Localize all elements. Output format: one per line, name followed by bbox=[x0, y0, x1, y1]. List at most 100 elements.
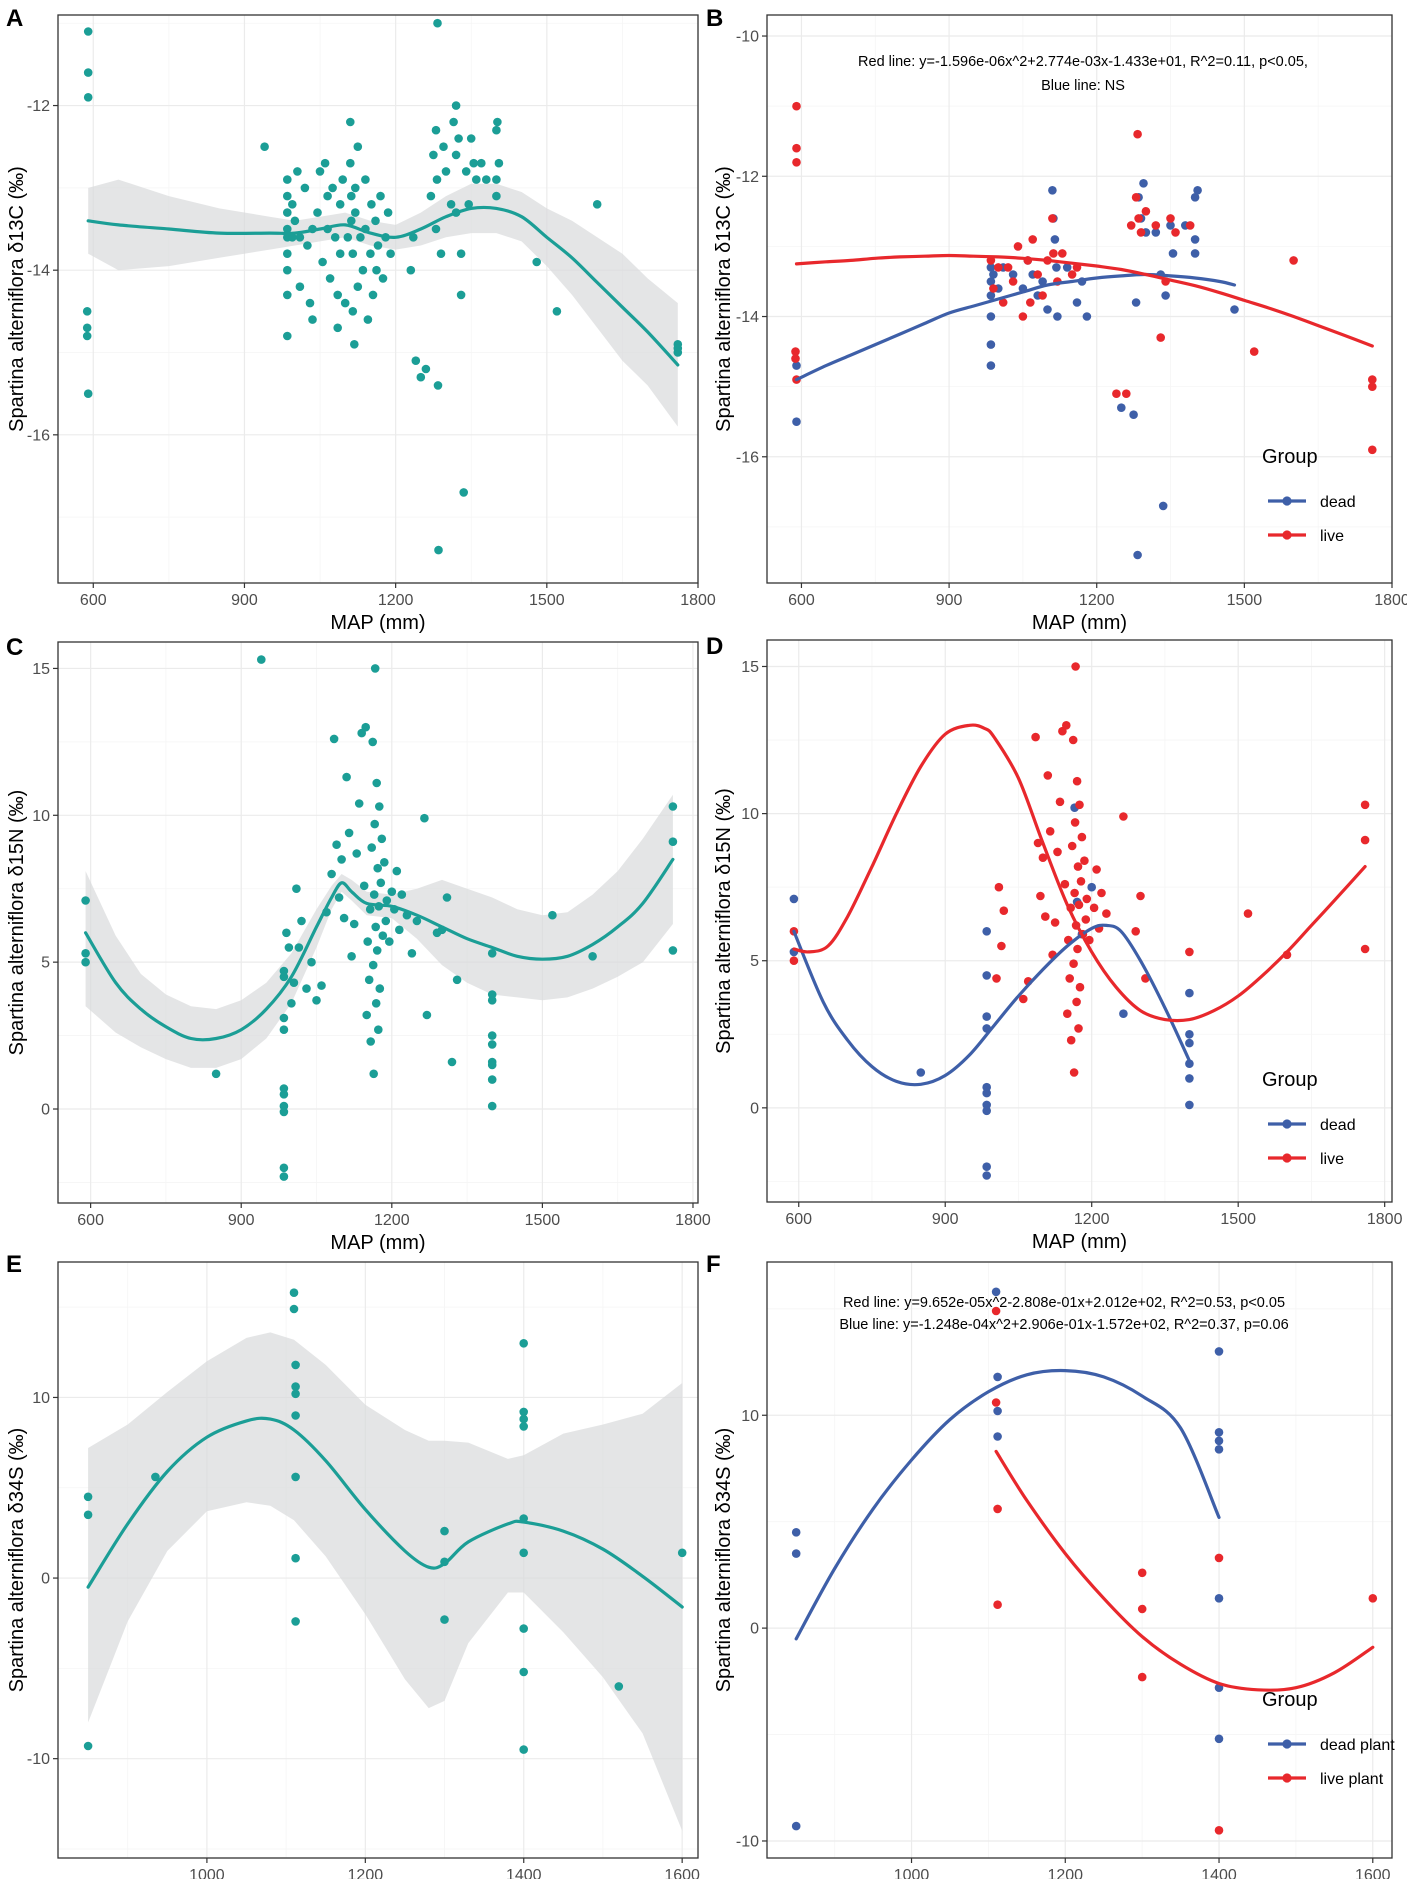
x-tick-label: 1600 bbox=[664, 1867, 700, 1879]
data-point bbox=[1133, 129, 1142, 139]
x-tick-label: 600 bbox=[77, 1212, 104, 1229]
data-point bbox=[519, 1624, 528, 1633]
panel-c: 600 900 1200 1500 1800 0 5 10 15 MAP (mm) Spartina… bbox=[6, 634, 711, 1254]
data-point bbox=[1076, 877, 1086, 886]
data-point bbox=[282, 928, 291, 938]
data-point bbox=[1214, 1428, 1224, 1437]
data-point bbox=[323, 191, 332, 201]
data-point bbox=[1038, 853, 1048, 862]
series-live-plant bbox=[991, 1306, 1378, 1835]
data-point bbox=[409, 233, 418, 242]
data-point bbox=[343, 233, 353, 242]
data-point bbox=[356, 233, 365, 242]
x-tick-label: 1500 bbox=[529, 592, 565, 609]
data-point bbox=[519, 1548, 528, 1558]
data-point bbox=[487, 1060, 497, 1070]
data-point bbox=[376, 191, 385, 201]
data-point bbox=[991, 1398, 1001, 1407]
x-tick-label: 1800 bbox=[680, 592, 716, 609]
data-point bbox=[1193, 186, 1202, 195]
data-point bbox=[1214, 1347, 1224, 1356]
data-point bbox=[1129, 410, 1138, 420]
data-point bbox=[436, 249, 446, 258]
data-point bbox=[792, 417, 801, 427]
data-point bbox=[291, 1382, 300, 1391]
data-point bbox=[279, 1013, 289, 1023]
data-point bbox=[1368, 382, 1377, 392]
data-point bbox=[361, 175, 370, 184]
data-point bbox=[792, 361, 801, 370]
data-point bbox=[363, 937, 373, 946]
data-point bbox=[1185, 221, 1195, 230]
x-tick-label: 1800 bbox=[1367, 1211, 1403, 1228]
data-point bbox=[1190, 249, 1200, 258]
x-tick-label: 1200 bbox=[1074, 1211, 1110, 1228]
data-point bbox=[456, 249, 466, 258]
data-point bbox=[376, 878, 386, 888]
data-point bbox=[986, 312, 996, 321]
data-point bbox=[588, 952, 597, 961]
data-point bbox=[548, 910, 557, 920]
data-point bbox=[999, 906, 1009, 915]
data-point bbox=[373, 241, 383, 250]
data-point bbox=[668, 837, 678, 846]
data-point bbox=[81, 949, 90, 958]
data-point bbox=[339, 913, 349, 923]
data-point bbox=[449, 117, 458, 127]
data-point bbox=[307, 957, 316, 967]
data-point bbox=[1019, 994, 1028, 1004]
data-point bbox=[982, 1162, 991, 1171]
data-point bbox=[1062, 263, 1072, 272]
data-point bbox=[342, 772, 351, 782]
legend-marker bbox=[1282, 1739, 1292, 1749]
data-point bbox=[1075, 800, 1084, 810]
plot-frame bbox=[766, 1261, 1393, 1859]
legend: Group dead live bbox=[1262, 446, 1356, 545]
data-point bbox=[1031, 732, 1040, 742]
data-point bbox=[434, 545, 443, 555]
data-point bbox=[289, 1304, 299, 1314]
y-tick-label: 10 bbox=[32, 1390, 50, 1407]
data-point bbox=[1072, 997, 1081, 1007]
legend-marker bbox=[1282, 1119, 1292, 1129]
data-point bbox=[352, 849, 362, 858]
data-point bbox=[668, 946, 678, 955]
data-point bbox=[1008, 270, 1018, 279]
series-dead bbox=[789, 803, 1194, 1180]
data-point bbox=[375, 984, 385, 993]
y-tick-label: 5 bbox=[750, 953, 759, 970]
data-point bbox=[83, 1510, 93, 1520]
legend-label: dead plant bbox=[1320, 1737, 1395, 1754]
data-point bbox=[982, 1106, 991, 1116]
legend: Group dead plant live plant bbox=[1262, 1689, 1395, 1788]
data-point bbox=[353, 142, 363, 151]
x-tick-label: 1500 bbox=[525, 1212, 561, 1229]
legend-label: live bbox=[1320, 528, 1344, 545]
data-point bbox=[283, 265, 292, 275]
panel-letter: B bbox=[706, 5, 723, 32]
plot-frame bbox=[57, 641, 699, 1204]
fit-line-dead-fit bbox=[794, 1368, 1221, 1641]
plot-frame bbox=[57, 1261, 699, 1859]
y-tick-label: 0 bbox=[41, 1102, 50, 1119]
data-point bbox=[986, 340, 996, 349]
data-point bbox=[1136, 228, 1146, 237]
data-point bbox=[1045, 827, 1055, 836]
data-point bbox=[283, 191, 292, 201]
data-point bbox=[1081, 915, 1091, 924]
data-point bbox=[1067, 841, 1077, 851]
data-point bbox=[346, 117, 355, 127]
data-point bbox=[294, 943, 304, 952]
data-point bbox=[386, 249, 395, 258]
data-point bbox=[487, 1101, 497, 1111]
data-point bbox=[406, 265, 416, 275]
data-point bbox=[1249, 347, 1259, 356]
data-point bbox=[347, 191, 356, 201]
y-tick-label: -12 bbox=[736, 169, 759, 186]
gridlines bbox=[767, 15, 1393, 583]
data-point bbox=[454, 134, 463, 143]
data-point bbox=[1075, 982, 1085, 992]
data-point bbox=[279, 966, 289, 976]
data-point bbox=[1151, 221, 1161, 230]
